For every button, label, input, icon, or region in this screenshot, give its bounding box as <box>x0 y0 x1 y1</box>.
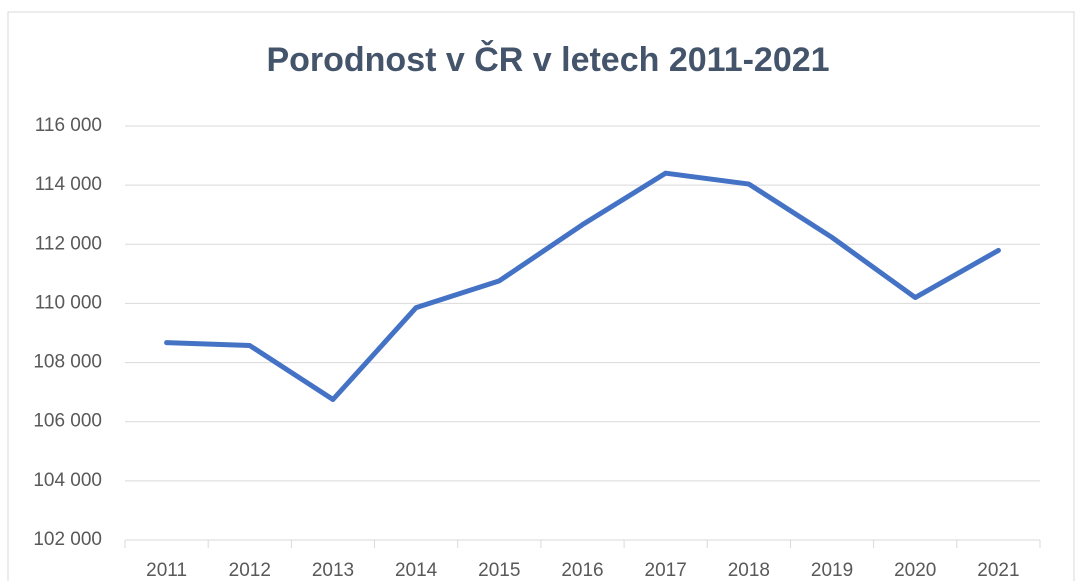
chart-frame <box>7 11 1075 581</box>
y-tick-label: 116 000 <box>35 115 102 136</box>
x-tick-label: 2012 <box>229 560 271 581</box>
x-tick-label: 2020 <box>894 560 936 581</box>
y-tick-label: 110 000 <box>35 292 102 313</box>
y-tick-label: 108 000 <box>33 352 102 373</box>
x-tick-label: 2015 <box>478 560 520 581</box>
chart-title: Porodnost v ČR v letech 2011-2021 <box>266 40 829 79</box>
y-tick-label: 102 000 <box>33 529 102 550</box>
x-tick-label: 2021 <box>977 560 1019 581</box>
x-tick-label: 2018 <box>728 560 770 581</box>
x-tick-label: 2014 <box>395 560 438 581</box>
y-tick-label: 114 000 <box>35 174 102 195</box>
x-tick-label: 2017 <box>645 560 687 581</box>
x-tick-label: 2019 <box>811 560 853 581</box>
data-line <box>164 170 1001 403</box>
x-tick-label: 2011 <box>146 560 187 581</box>
y-tick-label: 104 000 <box>33 470 102 491</box>
y-tick-label: 112 000 <box>35 233 102 254</box>
x-tick-label: 2016 <box>561 560 603 581</box>
y-tick-label: 106 000 <box>33 411 102 432</box>
x-tick-label: 2013 <box>312 560 354 581</box>
